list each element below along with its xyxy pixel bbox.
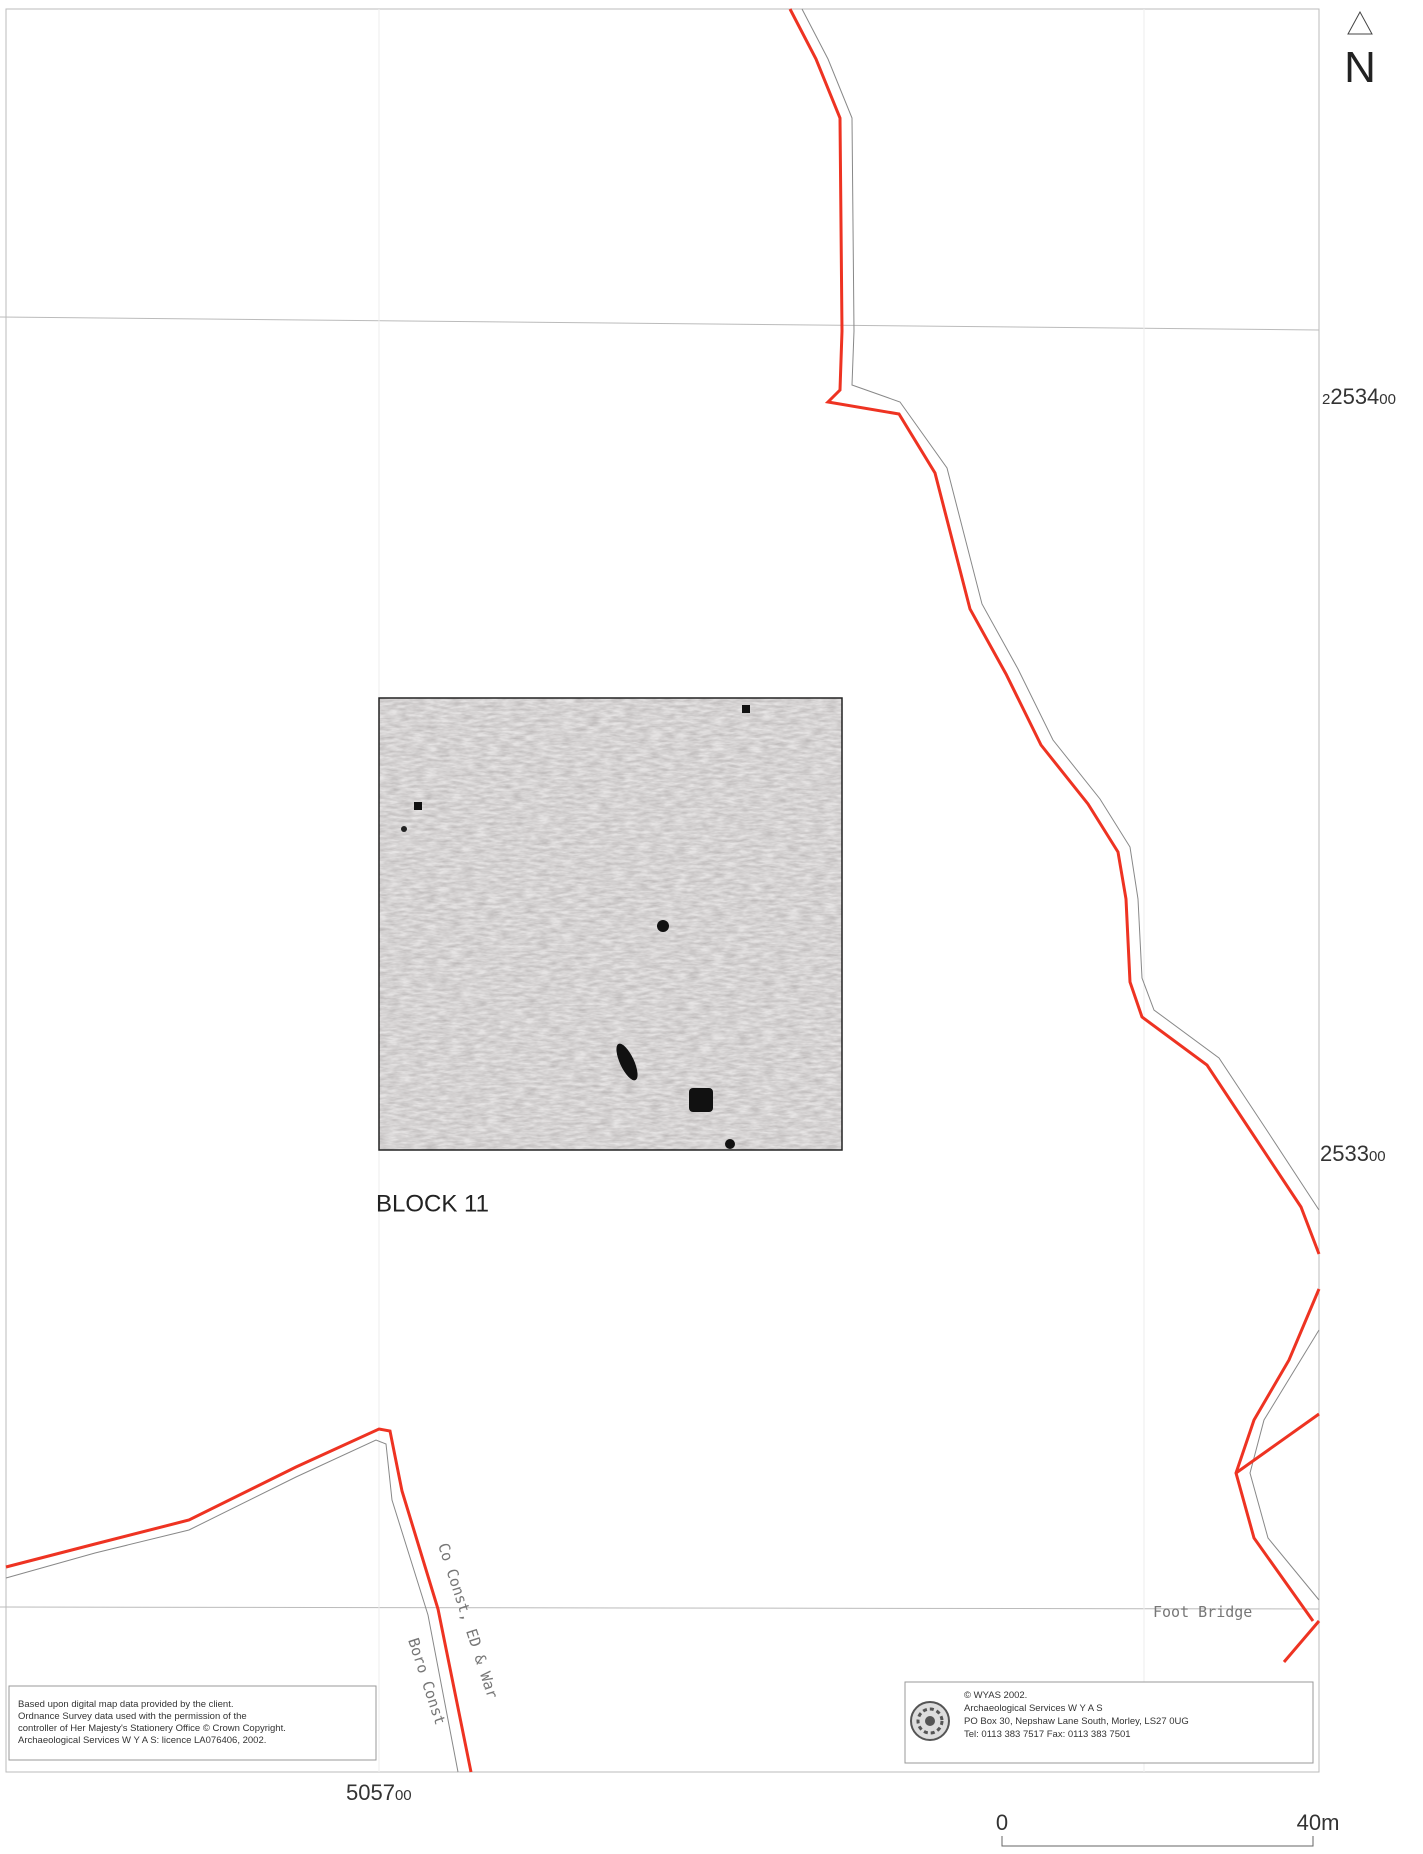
source-note-line: Archaeological Services W Y A S: licence… bbox=[18, 1735, 266, 1746]
northing-major: 2533 bbox=[1320, 1141, 1369, 1166]
northing-label: 253300 bbox=[1320, 1141, 1386, 1166]
northing-minor: 00 bbox=[1379, 391, 1396, 408]
boundary-line bbox=[802, 9, 1319, 1210]
northing-label: 2253400 bbox=[1322, 384, 1396, 409]
northing-major: 2534 bbox=[1330, 384, 1379, 409]
boundary-annotation: Co Const, ED & War bbox=[434, 1541, 501, 1701]
credit-line: Tel: 0113 383 7517 Fax: 0113 383 7501 bbox=[964, 1729, 1131, 1740]
source-note-line: Based upon digital map data provided by … bbox=[18, 1699, 233, 1710]
boundary-annotation: Boro Const bbox=[404, 1636, 449, 1727]
boundary-line bbox=[790, 9, 1319, 1254]
survey-block bbox=[379, 698, 842, 1150]
easting-minor: 00 bbox=[395, 1787, 412, 1804]
source-note-line: Ordnance Survey data used with the permi… bbox=[18, 1711, 247, 1722]
credit-line: PO Box 30, Nepshaw Lane South, Morley, L… bbox=[964, 1716, 1189, 1727]
scale-end: 40m bbox=[1297, 1810, 1340, 1835]
scale-start: 0 bbox=[996, 1810, 1008, 1835]
easting-label: 505700 bbox=[346, 1780, 412, 1805]
easting-major: 5057 bbox=[346, 1780, 395, 1805]
credit-line: Archaeological Services W Y A S bbox=[964, 1703, 1103, 1714]
north-label: N bbox=[1344, 43, 1376, 92]
north-arrow bbox=[1348, 12, 1372, 34]
credit-line: © WYAS 2002. bbox=[964, 1690, 1027, 1701]
logo bbox=[911, 1702, 949, 1740]
grid-line bbox=[0, 1607, 1319, 1609]
scale-bar bbox=[1002, 1836, 1313, 1846]
northing-minor: 00 bbox=[1369, 1148, 1386, 1165]
place-annotation: Foot Bridge bbox=[1153, 1603, 1252, 1621]
source-note-line: controller of Her Majesty's Stationery O… bbox=[18, 1723, 286, 1734]
northing-prefix: 2 bbox=[1322, 391, 1330, 408]
block-label: BLOCK 11 bbox=[376, 1190, 489, 1217]
boundary-line bbox=[1284, 1621, 1319, 1662]
boundary-line bbox=[1236, 1414, 1319, 1473]
boundary-line bbox=[1236, 1289, 1319, 1621]
grid-line bbox=[0, 317, 1319, 330]
map: BLOCK 11 N 2253400 253300 505700 Co Cons… bbox=[0, 0, 1423, 1854]
